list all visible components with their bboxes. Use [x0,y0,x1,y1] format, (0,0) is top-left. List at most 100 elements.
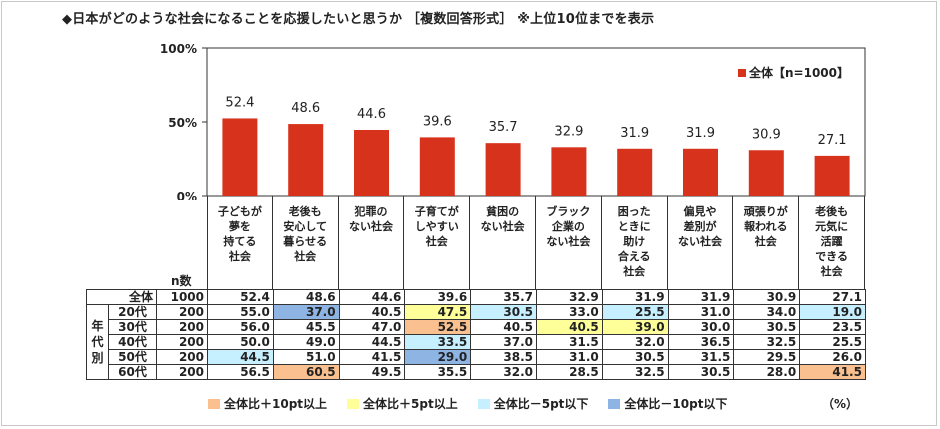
table-cell: 25.5 [601,304,669,320]
table-cell: 26.0 [799,349,866,365]
table-cell: 31.5 [535,334,603,350]
table-cell: 32.0 [470,364,537,380]
category-labels: 子どもが 夢を 持てる 社会 老後も 安心して 暮らせる 社会 犯罪の ない社会 子育… [207,196,865,289]
bar-value-label: 44.6 [357,107,386,122]
highlight-swatch [477,398,490,409]
row-n: 200 [156,364,208,380]
table-cell: 31.9 [667,289,735,305]
table-cell: 30.5 [470,304,537,320]
table-cell: 31.0 [535,349,603,365]
row-label: 60代 [108,364,157,380]
row-label: 40代 [108,334,157,350]
bar [551,147,587,196]
row-n: 200 [156,304,208,320]
category-label: 老後も 安心して 暮らせる 社会 [273,196,339,289]
table-cell: 41.5 [338,349,406,365]
table-cell: 38.5 [470,349,537,365]
table-cell: 40.5 [470,319,537,335]
table-cell: 47.5 [404,304,472,320]
category-label: 子どもが 夢を 持てる 社会 [207,196,273,289]
table-cell: 56.5 [207,364,274,380]
table-cell: 33.0 [535,304,603,320]
row-n: 200 [156,319,208,335]
bar [683,148,718,196]
y-tick-label: 0% [177,190,197,200]
table-cell: 30.9 [733,289,801,305]
table-cell: 49.5 [338,364,406,380]
table-cell: 30.0 [667,319,735,335]
bar-value-label: 35.7 [489,120,518,135]
category-label: 犯罪の ない社会 [339,196,405,289]
table-cell: 32.9 [535,289,603,305]
n-header: n数 [171,274,192,288]
row-n: 200 [156,349,208,365]
table-cell: 44.6 [338,289,406,305]
table-row: 50代 200 44.5 51.0 41.5 29.0 38.5 31.0 30.5 31.5 29… [87,349,866,365]
table-cell: 27.1 [799,289,866,305]
bar [814,155,850,196]
table-cell: 19.0 [799,304,866,320]
row-n: 1000 [156,289,208,305]
bar-value-label: 30.9 [752,127,781,142]
table-cell: 40.5 [338,304,406,320]
table-cell: 29.0 [404,349,472,365]
table-cell: 49.0 [272,334,340,350]
row-label: 50代 [108,349,157,365]
table-cell: 37.0 [272,304,340,320]
category-label: ブラック 企業の ない社会 [536,196,602,289]
category-label: 困った ときに 助け 合える 社会 [602,196,668,289]
row-n: 200 [156,334,208,350]
table-cell: 25.5 [799,334,866,350]
y-tick-label: 100% [160,42,197,56]
row-label: 20代 [108,304,157,320]
unit-label: （%） [822,397,859,411]
highlight-swatch [208,398,220,409]
bar-value-label: 48.6 [291,101,320,116]
table-cell: 28.5 [535,364,603,380]
table-cell: 31.0 [667,304,735,320]
highlight-key-label: 全体比－10pt以下 [624,397,728,411]
bar [748,150,784,196]
table-cell: 51.0 [272,349,340,365]
highlight-key: 全体比＋10pt以上 [208,395,327,412]
bar-value-label: 39.6 [423,114,452,129]
table-cell: 32.5 [601,364,669,380]
table-cell: 32.0 [601,334,669,350]
highlight-key: 全体比－10pt以下 [608,395,727,412]
table-cell: 29.5 [733,349,801,365]
row-label: 30代 [108,319,157,335]
highlight-key-label: 全体比－5pt以下 [493,397,589,411]
bar [354,129,389,196]
bar-value-label: 31.9 [686,126,715,141]
table-cell: 35.5 [404,364,472,380]
table-cell: 39.0 [601,319,669,335]
table-row: 30代 200 56.0 45.5 47.0 52.5 40.5 40.5 39.0 30.0 30… [87,319,866,335]
y-tick-label: 50% [168,116,197,130]
table-cell: 39.6 [404,289,472,305]
table-cell: 56.0 [207,319,274,335]
bar-value-label: 31.9 [620,126,649,141]
legend: 全体【n=1000】 [738,64,849,81]
highlight-swatch [608,398,621,409]
bar [485,143,521,196]
table-row: 60代 200 56.5 60.5 49.5 35.5 32.0 28.5 32.5 30.5 28… [87,364,866,380]
bar [288,124,324,196]
table-row-total: 全体 1000 52.4 48.6 44.6 39.6 35.7 32.9 31.9 31.9 30… [86,289,866,305]
table-row: 年 代 別 20代 200 55.0 37.0 40.5 47.5 30.5 33.0 25.5 3… [86,304,866,380]
table-cell: 60.5 [272,364,340,380]
bar-value-label: 52.4 [225,95,254,110]
table-cell: 40.5 [535,319,603,335]
bar-chart: 0% 50% 100% 52.4 48.6 44.6 39.6 35.7 32.9 31.9 31.… [160,42,866,200]
highlight-key: 全体比－5pt以下 [477,395,589,412]
bar-value-label: 32.9 [554,124,583,139]
table-cell: 50.0 [207,334,274,350]
table-cell: 30.5 [601,349,669,365]
table-cell: 33.5 [404,334,472,350]
table-cell: 37.0 [470,334,537,350]
category-label: 子育てが しやすい 社会 [404,196,471,289]
table-cell: 48.6 [272,289,340,305]
group-label: 年 代 別 [86,304,109,380]
bar-value-label: 27.1 [818,133,847,148]
table-cell: 55.0 [207,304,274,320]
